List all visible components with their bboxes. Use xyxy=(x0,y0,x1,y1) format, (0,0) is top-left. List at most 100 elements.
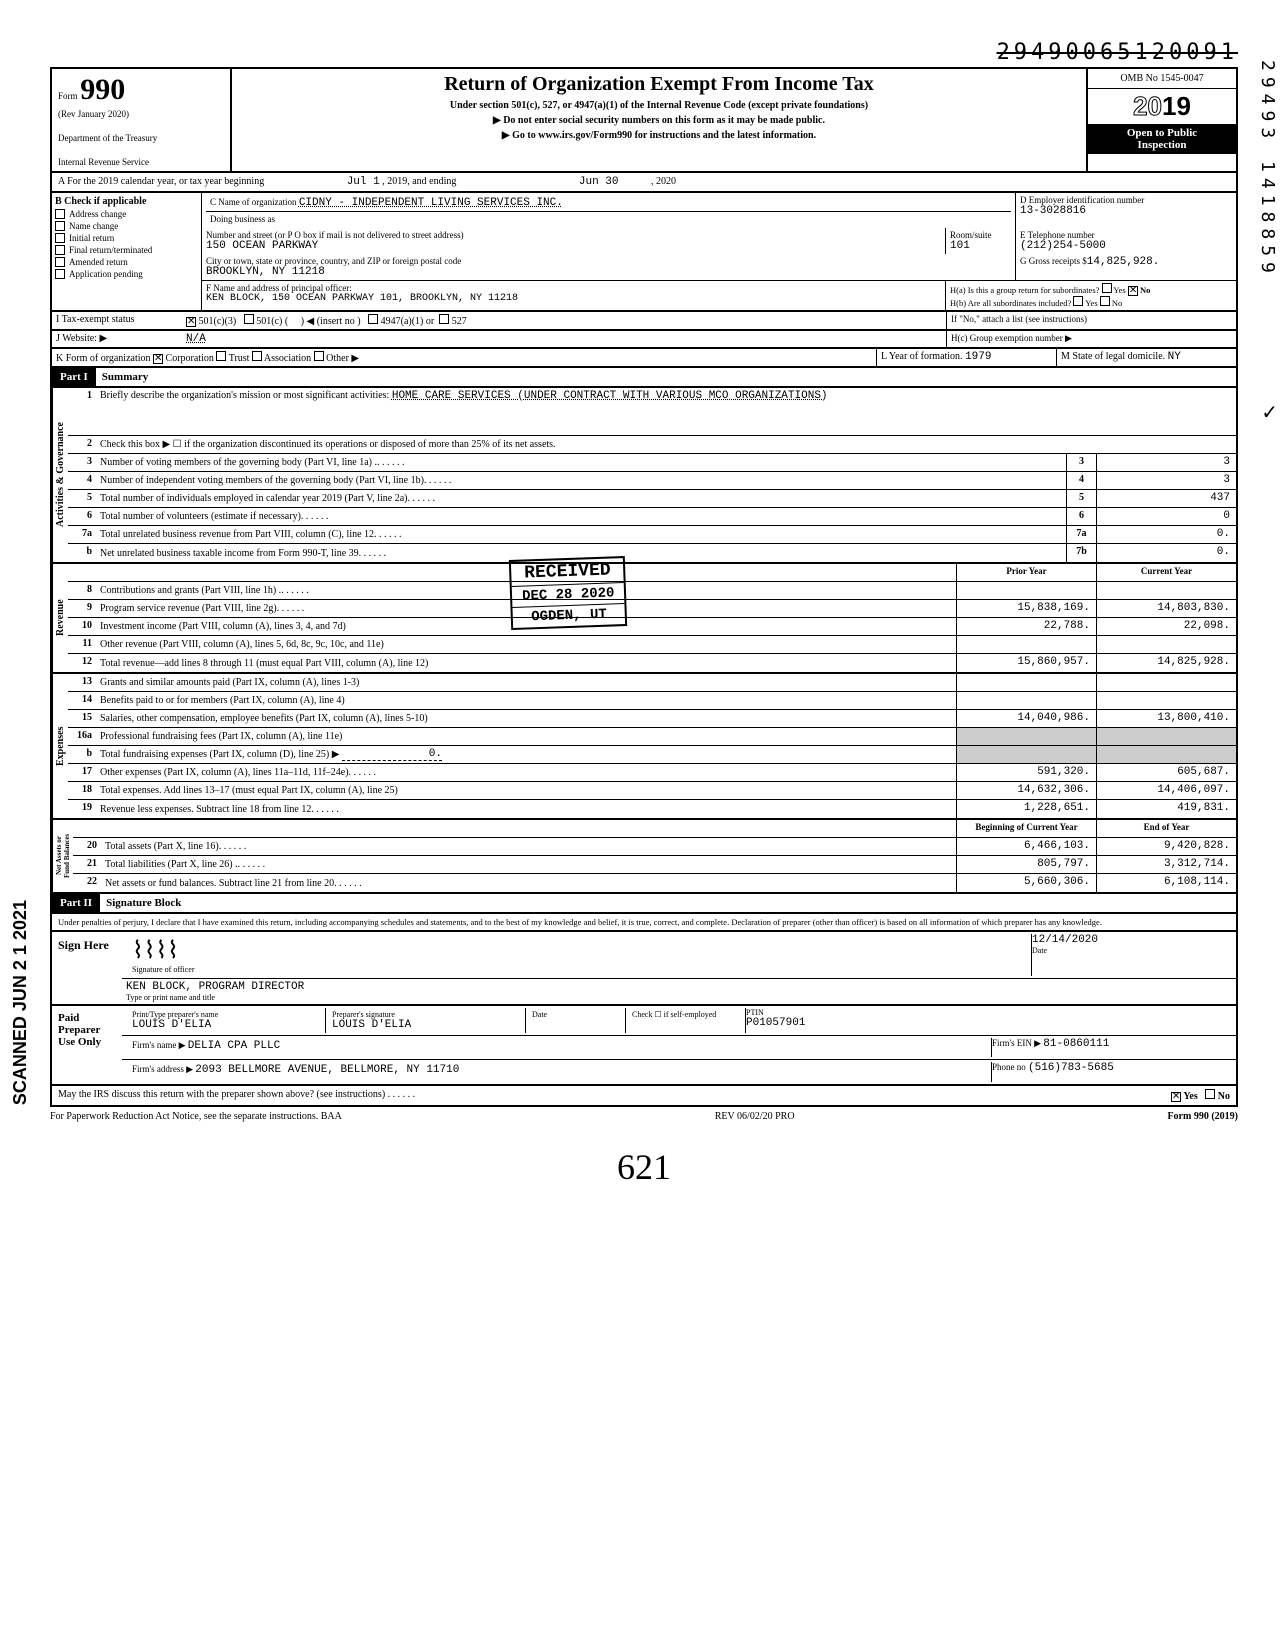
city-state-zip: BROOKLYN, NY 11218 xyxy=(206,266,1011,278)
begin-line20: 6,466,103. xyxy=(956,838,1096,855)
header-block-bc: B Check if applicable Address change Nam… xyxy=(50,193,1238,312)
state-domicile: NY xyxy=(1168,351,1181,363)
side-label-revenue: Revenue xyxy=(52,564,68,672)
firm-address: 2093 BELLMORE AVENUE, BELLMORE, NY 11710 xyxy=(195,1064,459,1076)
row-j-website: J Website: ▶ N/A H(c) Group exemption nu… xyxy=(50,331,1238,349)
mission-text: HOME CARE SERVICES (UNDER CONTRACT WITH … xyxy=(392,390,828,402)
val-line6: 0 xyxy=(1096,508,1236,525)
right-margin-number: 29493 1418859 xyxy=(1257,60,1278,279)
omb-number: OMB No 1545-0047 xyxy=(1088,69,1236,89)
val-line4: 3 xyxy=(1096,472,1236,489)
checkbox-discuss-yes[interactable] xyxy=(1171,1092,1181,1102)
row-i-tax-status: I Tax-exempt status 501(c)(3) 501(c) ( )… xyxy=(50,312,1238,331)
firm-ein: 81-0860111 xyxy=(1043,1038,1109,1050)
preparer-signature: LOUIS D'ELIA xyxy=(332,1019,519,1031)
row-k-org-form: K Form of organization Corporation Trust… xyxy=(50,349,1238,368)
checkbox-4947[interactable] xyxy=(368,314,378,324)
firm-name: DELIA CPA PLLC xyxy=(188,1040,280,1052)
prior-line15: 14,040,986. xyxy=(956,710,1096,727)
val-line7b: 0. xyxy=(1096,544,1236,562)
form-title: Return of Organization Exempt From Incom… xyxy=(236,73,1082,96)
firm-phone: (516)783-5685 xyxy=(1028,1062,1114,1074)
side-label-netassets: Net Assets orFund Balances xyxy=(52,820,73,892)
prior-line18: 14,632,306. xyxy=(956,782,1096,799)
year-formation: 1979 xyxy=(965,351,991,363)
room-suite: 101 xyxy=(950,240,1011,252)
checkbox-corporation[interactable] xyxy=(153,354,163,364)
net-assets-section: Net Assets orFund Balances Beginning of … xyxy=(50,820,1238,894)
checkbox-other[interactable] xyxy=(314,351,324,361)
current-line15: 13,800,410. xyxy=(1096,710,1236,727)
val-line3: 3 xyxy=(1096,454,1236,471)
side-label-expenses: Expenses xyxy=(52,674,68,818)
dept-treasury: Department of the Treasury xyxy=(58,133,224,143)
checkbox-527[interactable] xyxy=(439,314,449,324)
sign-here-block: Sign Here ⌇⌇⌇⌇ Signature of officer 12/1… xyxy=(50,932,1238,1006)
fundraising-total: 0. xyxy=(342,748,442,761)
prior-line9: 15,838,169. xyxy=(956,600,1096,617)
right-margin-checkmark: ✓ xyxy=(1261,400,1278,425)
checkbox-hb-no[interactable] xyxy=(1100,296,1110,306)
checkbox-final-return[interactable] xyxy=(55,245,65,255)
expenses-section: Expenses 13Grants and similar amounts pa… xyxy=(50,674,1238,820)
phone-value: (212)254-5000 xyxy=(1020,240,1232,252)
sign-date: 12/14/2020 xyxy=(1032,934,1232,946)
revision: (Rev January 2020) xyxy=(58,109,224,119)
val-line7a: 0. xyxy=(1096,526,1236,543)
street-address: 150 OCEAN PARKWAY xyxy=(206,240,941,252)
principal-officer: KEN BLOCK, 150 OCEAN PARKWAY 101, BROOKL… xyxy=(206,293,941,304)
org-name: CIDNY - INDEPENDENT LIVING SERVICES INC. xyxy=(299,197,563,209)
irs-discuss-row: May the IRS discuss this return with the… xyxy=(50,1086,1238,1107)
crossed-out-number: 29490065120091 xyxy=(50,40,1238,65)
val-line5: 437 xyxy=(1096,490,1236,507)
end-line22: 6,108,114. xyxy=(1096,874,1236,892)
perjury-statement: Under penalties of perjury, I declare th… xyxy=(50,914,1238,932)
column-b-checkboxes: B Check if applicable Address change Nam… xyxy=(52,193,202,310)
begin-line22: 5,660,306. xyxy=(956,874,1096,892)
prior-line12: 15,860,957. xyxy=(956,654,1096,672)
checkbox-discuss-no[interactable] xyxy=(1205,1089,1215,1099)
checkbox-hb-yes[interactable] xyxy=(1073,296,1083,306)
part-2-header: Part IISignature Block xyxy=(50,894,1238,914)
checkbox-address-change[interactable] xyxy=(55,209,65,219)
checkbox-initial-return[interactable] xyxy=(55,233,65,243)
checkbox-ha-no[interactable] xyxy=(1128,286,1138,296)
irs-label: Internal Revenue Service xyxy=(58,157,224,167)
paid-preparer-block: Paid Preparer Use Only Print/Type prepar… xyxy=(50,1006,1238,1086)
column-c-org-info: C Name of organization CIDNY - INDEPENDE… xyxy=(202,193,1236,310)
current-line9: 14,803,830. xyxy=(1096,600,1236,617)
checkbox-name-change[interactable] xyxy=(55,221,65,231)
end-line21: 3,312,714. xyxy=(1096,856,1236,873)
checkbox-501c[interactable] xyxy=(244,314,254,324)
form-number: 990 xyxy=(80,73,125,106)
preparer-name: LOUIS D'ELIA xyxy=(132,1019,319,1031)
checkbox-association[interactable] xyxy=(252,351,262,361)
prior-line10: 22,788. xyxy=(956,618,1096,635)
gross-receipts: 14,825,928. xyxy=(1087,256,1160,268)
current-line18: 14,406,097. xyxy=(1096,782,1236,799)
begin-line21: 805,797. xyxy=(956,856,1096,873)
checkbox-501c3[interactable] xyxy=(186,317,196,327)
current-line10: 22,098. xyxy=(1096,618,1236,635)
checkbox-trust[interactable] xyxy=(216,351,226,361)
end-line20: 9,420,828. xyxy=(1096,838,1236,855)
website-value: N/A xyxy=(182,331,946,347)
preparer-ptin: P01057901 xyxy=(746,1017,866,1029)
website-note: ▶ Go to www.irs.gov/Form990 for instruct… xyxy=(236,130,1082,141)
officer-signature: ⌇⌇⌇⌇ xyxy=(132,936,1025,965)
open-public: Open to PublicInspection xyxy=(1088,124,1236,154)
form-header: Form 990 (Rev January 2020) Department o… xyxy=(50,67,1238,173)
revenue-section: Revenue Prior YearCurrent Year 8Contribu… xyxy=(50,564,1238,674)
ein-value: 13-3028816 xyxy=(1020,205,1232,217)
checkbox-amended[interactable] xyxy=(55,257,65,267)
current-line12: 14,825,928. xyxy=(1096,654,1236,672)
side-label-activities: Activities & Governance xyxy=(52,388,68,562)
checkbox-pending[interactable] xyxy=(55,269,65,279)
tax-year: 20201919 xyxy=(1088,89,1236,124)
ssn-note: ▶ Do not enter social security numbers o… xyxy=(236,115,1082,126)
current-line19: 419,831. xyxy=(1096,800,1236,818)
handwritten-number: 621 xyxy=(50,1146,1238,1188)
officer-name: KEN BLOCK, PROGRAM DIRECTOR xyxy=(126,981,1232,993)
prior-line17: 591,320. xyxy=(956,764,1096,781)
checkbox-ha-yes[interactable] xyxy=(1102,283,1112,293)
